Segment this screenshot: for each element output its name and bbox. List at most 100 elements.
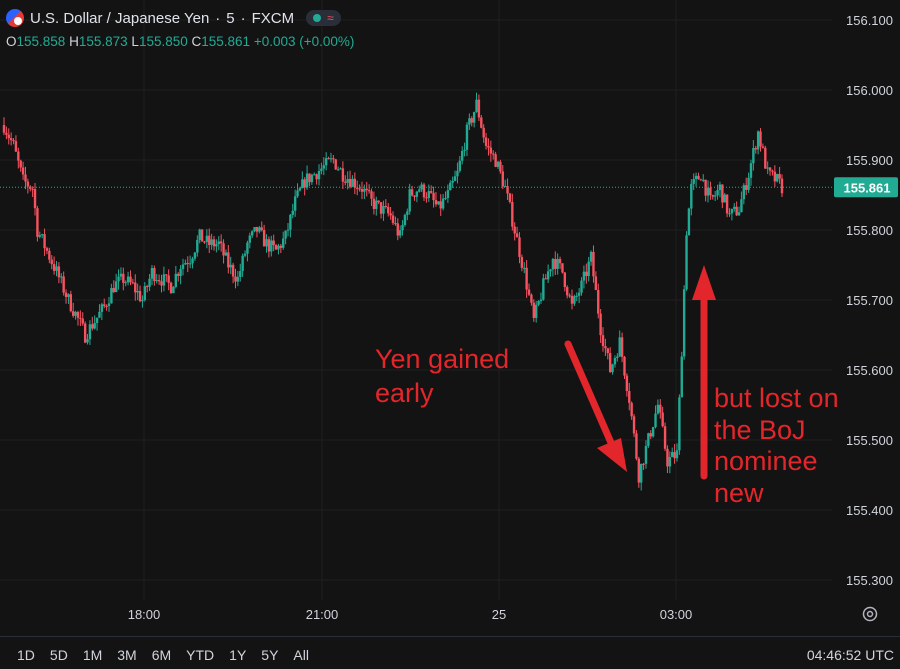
candle [258, 225, 261, 234]
candle [9, 132, 13, 146]
candle [55, 261, 58, 277]
range-button-1d[interactable]: 1D [17, 647, 35, 663]
candle [472, 111, 476, 128]
candle [503, 179, 507, 188]
candle [625, 373, 629, 397]
candle [33, 182, 37, 216]
candle [105, 304, 108, 311]
range-button-3m[interactable]: 3M [117, 647, 137, 663]
candle [289, 213, 292, 238]
annotation-line: nominee [714, 446, 818, 476]
candle [628, 382, 631, 411]
candle [165, 274, 168, 282]
range-button-all[interactable]: All [293, 647, 309, 663]
candle [721, 184, 724, 209]
candle [396, 218, 399, 241]
candle [527, 283, 531, 297]
range-button-5d[interactable]: 5D [49, 647, 68, 663]
candle [327, 156, 330, 160]
candle [382, 200, 385, 221]
candle [592, 245, 595, 283]
candle [40, 233, 44, 239]
candle [179, 265, 182, 285]
candle [2, 117, 6, 136]
candle [599, 308, 602, 343]
market-status-pill[interactable]: ≈ [306, 10, 341, 26]
candle [353, 172, 357, 195]
y-tick-label: 155.700 [846, 293, 893, 308]
candle [659, 399, 662, 419]
candle [279, 243, 283, 254]
candle [370, 188, 373, 206]
flag-icon [6, 9, 24, 27]
candle [329, 152, 333, 163]
candle [420, 182, 423, 193]
candle [184, 259, 187, 265]
candle [150, 264, 154, 285]
candle [549, 268, 552, 277]
candle [532, 299, 536, 322]
candle [124, 280, 127, 287]
candle [246, 240, 249, 262]
candle [24, 166, 27, 190]
candle [601, 327, 605, 352]
y-tick-label: 155.800 [846, 223, 893, 238]
candle [339, 167, 342, 170]
candle [31, 186, 34, 197]
symbol-title: U.S. Dollar / Japanese Yen [30, 9, 210, 27]
candle [112, 280, 115, 294]
candle [253, 227, 256, 233]
candle [36, 205, 39, 242]
chart-area[interactable]: 156.100 156.000 155.900 155.800 155.700 155.6… [0, 0, 900, 636]
candle [585, 263, 588, 284]
candle [274, 244, 278, 250]
candle [389, 206, 392, 220]
candle [336, 166, 340, 172]
candle [494, 151, 497, 168]
candle [375, 196, 378, 216]
candle [7, 128, 10, 145]
candle [554, 251, 557, 275]
candle [690, 179, 693, 216]
candle [749, 159, 753, 186]
candle [351, 175, 354, 188]
candle [520, 254, 524, 272]
candle [334, 158, 337, 170]
candle [188, 255, 192, 269]
candle [508, 192, 512, 204]
candle [198, 228, 201, 244]
open-value: 155.858 [16, 34, 66, 49]
candle [210, 233, 213, 250]
low-value: 155.850 [138, 34, 188, 49]
candle [122, 267, 125, 291]
candle [649, 430, 652, 440]
candle [12, 138, 15, 145]
candle [656, 399, 660, 415]
candle [224, 249, 228, 257]
candle [537, 300, 540, 307]
candle [83, 321, 87, 344]
candle [668, 451, 672, 474]
range-button-1m[interactable]: 1M [82, 647, 103, 663]
candle [117, 269, 120, 290]
candle [119, 267, 123, 281]
settings-gear-icon[interactable] [860, 604, 880, 624]
candle [682, 285, 686, 360]
range-button-5y[interactable]: 5Y [261, 647, 279, 663]
candle [432, 186, 435, 208]
candle [771, 169, 774, 176]
y-tick-label: 155.300 [846, 573, 893, 588]
candle [463, 142, 466, 157]
range-button-1y[interactable]: 1Y [229, 647, 247, 663]
symbol-header[interactable]: U.S. Dollar / Japanese Yen · 5 · FXCM ≈ [6, 7, 341, 29]
candle [346, 171, 349, 190]
candle [506, 178, 509, 200]
candle [778, 166, 781, 184]
range-button-ytd[interactable]: YTD [186, 647, 215, 663]
range-button-6m[interactable]: 6M [151, 647, 172, 663]
candle [377, 200, 380, 205]
candle [735, 201, 738, 217]
candle [427, 184, 430, 203]
y-tick-label: 155.400 [846, 503, 893, 518]
candle [515, 226, 519, 238]
